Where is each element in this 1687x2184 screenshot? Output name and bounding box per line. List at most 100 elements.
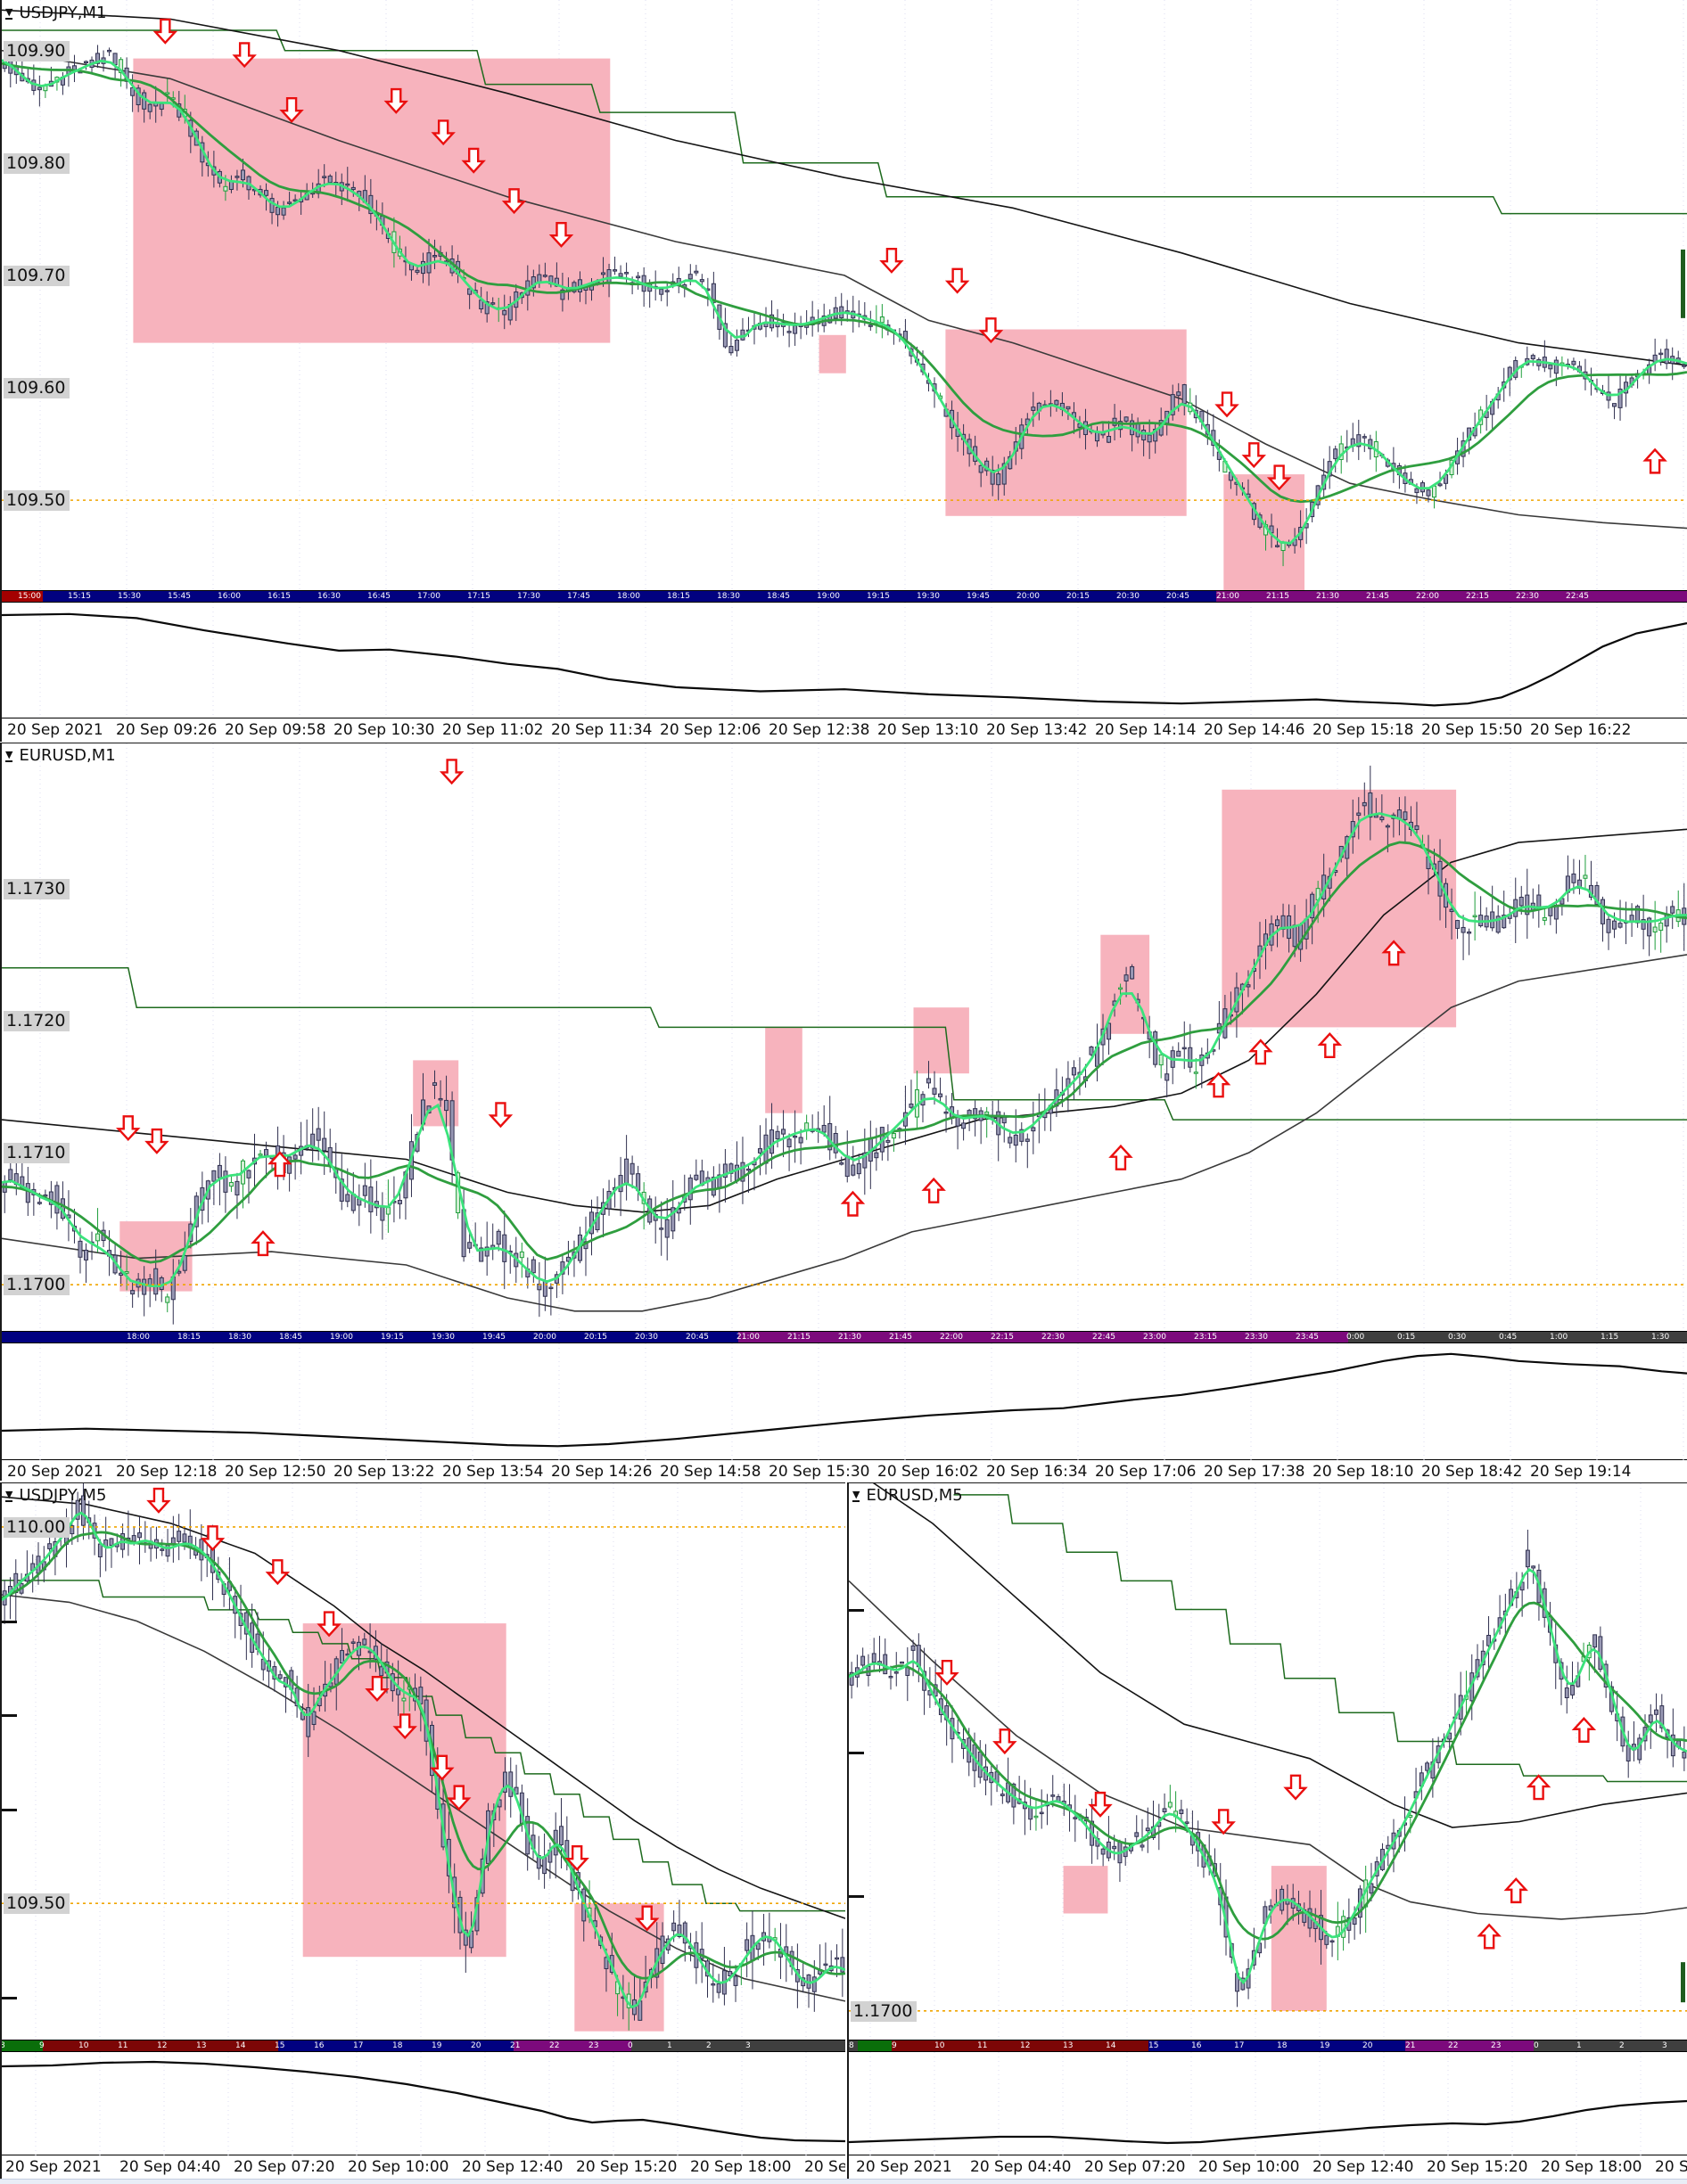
time-axis-label: 20 Sep 04:40 bbox=[970, 2158, 1072, 2176]
price-pane-eurusd-m1[interactable] bbox=[2, 743, 1687, 1331]
sell-signal-arrow bbox=[488, 1102, 514, 1129]
time-axis-label: 20 Sep 16:02 bbox=[877, 1463, 979, 1481]
time-axis-label: 20 Sep 09:26 bbox=[116, 721, 218, 739]
buy-signal-arrow bbox=[840, 1190, 866, 1217]
session-hour-label: 19:00 bbox=[330, 1333, 353, 1342]
time-axis-label: 20 Sep 14:26 bbox=[551, 1463, 653, 1481]
session-hour-label: 16:15 bbox=[267, 592, 291, 601]
sell-signal-arrow bbox=[992, 1728, 1017, 1755]
session-hour-label: 23:15 bbox=[1194, 1333, 1217, 1342]
session-hour-label: 15:30 bbox=[118, 592, 141, 601]
time-axis-label: 20 Sep 11:34 bbox=[551, 721, 653, 739]
indicator-pane-eurusd-m5[interactable] bbox=[849, 2052, 1687, 2155]
chart-header-eurusd-m1[interactable]: ▼ EURUSD,M1 bbox=[5, 746, 116, 765]
indicator-pane-eurusd-m1[interactable] bbox=[2, 1343, 1687, 1460]
sell-signal-arrow bbox=[1266, 464, 1292, 491]
sell-signal-arrow bbox=[146, 1487, 171, 1514]
session-hour-label: 13 bbox=[196, 2041, 207, 2050]
indicator-pane-usdjpy-m5[interactable] bbox=[2, 2052, 845, 2155]
session-hour-label: 21:45 bbox=[1366, 592, 1389, 601]
signal-zone-box bbox=[765, 1027, 802, 1113]
session-hour-label: 23:30 bbox=[1245, 1333, 1268, 1342]
session-hour-label: 17:15 bbox=[467, 592, 490, 601]
buy-signal-arrow bbox=[1206, 1071, 1231, 1098]
session-hour-label: 18:45 bbox=[279, 1333, 302, 1342]
envelope-band-lower bbox=[2, 49, 1687, 530]
sell-signal-arrow bbox=[116, 1115, 141, 1142]
buy-signal-arrow bbox=[1571, 1716, 1597, 1743]
buy-signal-arrow bbox=[1642, 447, 1667, 474]
buy-signal-arrow bbox=[1317, 1032, 1343, 1058]
price-pane-usdjpy-m1[interactable] bbox=[2, 0, 1687, 590]
sell-signal-arrow bbox=[152, 18, 178, 45]
session-hour-label: 1:15 bbox=[1601, 1333, 1619, 1342]
session-hour-label: 22:45 bbox=[1566, 592, 1589, 601]
session-hour-label: 17:00 bbox=[417, 592, 440, 601]
chart-collapse-icon[interactable]: ▼ bbox=[5, 748, 13, 762]
session-hour-label: 19:45 bbox=[967, 592, 990, 601]
session-hour-label: 21:15 bbox=[1266, 592, 1289, 601]
session-hour-label: 23 bbox=[588, 2041, 599, 2050]
chart-header-usdjpy-m5[interactable]: ▼ USDJPY,M5 bbox=[5, 1486, 106, 1505]
buy-signal-arrow bbox=[1381, 940, 1406, 966]
time-axis-label: 20 Sep 15:20 bbox=[576, 2158, 678, 2176]
session-hour-label: 10 bbox=[934, 2041, 945, 2050]
time-axis-label: 20 Sep 12:40 bbox=[1313, 2158, 1414, 2176]
session-hour-label: 19:15 bbox=[867, 592, 890, 601]
session-hour-label: 11 bbox=[977, 2041, 988, 2050]
time-axis-label: 20 Sep 2021 bbox=[5, 2158, 102, 2176]
envelope-band-upper bbox=[872, 1483, 1687, 1828]
session-hour-label: 21:00 bbox=[1216, 592, 1239, 601]
pane-wrap-eurusd-m5 bbox=[849, 1483, 1687, 2040]
time-axis-label: 20 Sep 09:58 bbox=[225, 721, 326, 739]
chart-collapse-icon[interactable]: ▼ bbox=[5, 1488, 13, 1502]
price-pane-usdjpy-m5[interactable] bbox=[2, 1483, 845, 2040]
chart-collapse-icon[interactable]: ▼ bbox=[5, 5, 13, 20]
sell-signal-arrow bbox=[447, 1785, 472, 1811]
time-axis-label: 20 Sep 2021 bbox=[7, 1463, 103, 1481]
step-channel-line bbox=[2, 967, 1687, 1121]
chart-header-usdjpy-m1[interactable]: ▼ USDJPY,M1 bbox=[5, 4, 106, 22]
time-axis-label: 20 Sep 07:20 bbox=[1084, 2158, 1186, 2176]
session-hour-label: 22:45 bbox=[1092, 1333, 1115, 1342]
signal-zone-box bbox=[1222, 789, 1457, 1028]
session-hour-label: 14 bbox=[1106, 2041, 1116, 2050]
price-axis-label: 109.50 bbox=[4, 1893, 70, 1914]
price-axis-label: 109.50 bbox=[4, 490, 70, 511]
sell-signal-arrow bbox=[317, 1611, 342, 1638]
session-hour-label: 18:45 bbox=[767, 592, 790, 601]
session-hour-label: 0:30 bbox=[1448, 1333, 1467, 1342]
buy-signal-arrow bbox=[1526, 1774, 1551, 1801]
session-segment-green bbox=[2, 2040, 43, 2051]
session-hour-label: 20 bbox=[471, 2041, 481, 2050]
sell-signal-arrow bbox=[1214, 391, 1239, 418]
envelope-band-lower bbox=[2, 954, 1687, 1312]
sell-signal-arrow bbox=[431, 119, 456, 146]
chart-collapse-icon[interactable]: ▼ bbox=[852, 1488, 860, 1502]
session-hour-label: 1 bbox=[1576, 2041, 1582, 2050]
price-axis-label: 1.1720 bbox=[4, 1011, 70, 1031]
session-hour-label: 21 bbox=[510, 2041, 521, 2050]
chart-panel-eurusd-m1: 1.1730 1.1720 1.1710 1.1700 18:00 18:15 18:30 1… bbox=[0, 743, 1687, 1481]
session-hour-label: 19:45 bbox=[482, 1333, 506, 1342]
sell-signal-arrow bbox=[265, 1559, 291, 1586]
time-axis-label: 20 Sep 11:02 bbox=[442, 721, 544, 739]
sell-signal-arrow bbox=[934, 1659, 959, 1686]
session-hour-label: 10 bbox=[78, 2041, 89, 2050]
ma-fast-line bbox=[2, 1511, 845, 2009]
sell-signal-arrow bbox=[1088, 1791, 1113, 1818]
time-axis-label: 20 Sep bbox=[1655, 2158, 1687, 2176]
session-segment-gray bbox=[631, 2040, 845, 2051]
sell-signal-arrow bbox=[944, 267, 970, 294]
session-hour-label: 21:30 bbox=[838, 1333, 861, 1342]
price-axis-tick bbox=[849, 1895, 864, 1898]
sell-signal-arrow bbox=[392, 1713, 417, 1740]
indicator-pane-usdjpy-m1[interactable] bbox=[2, 603, 1687, 718]
step-channel-line bbox=[2, 1580, 845, 1912]
chart-header-eurusd-m5[interactable]: ▼ EURUSD,M5 bbox=[852, 1486, 963, 1505]
session-hour-label: 22:30 bbox=[1041, 1333, 1065, 1342]
time-axis-label: 20 Sep 18:00 bbox=[690, 2158, 792, 2176]
price-axis-label: 109.70 bbox=[4, 266, 70, 286]
price-pane-eurusd-m5[interactable] bbox=[849, 1483, 1687, 2040]
session-hour-label: 21:30 bbox=[1316, 592, 1339, 601]
